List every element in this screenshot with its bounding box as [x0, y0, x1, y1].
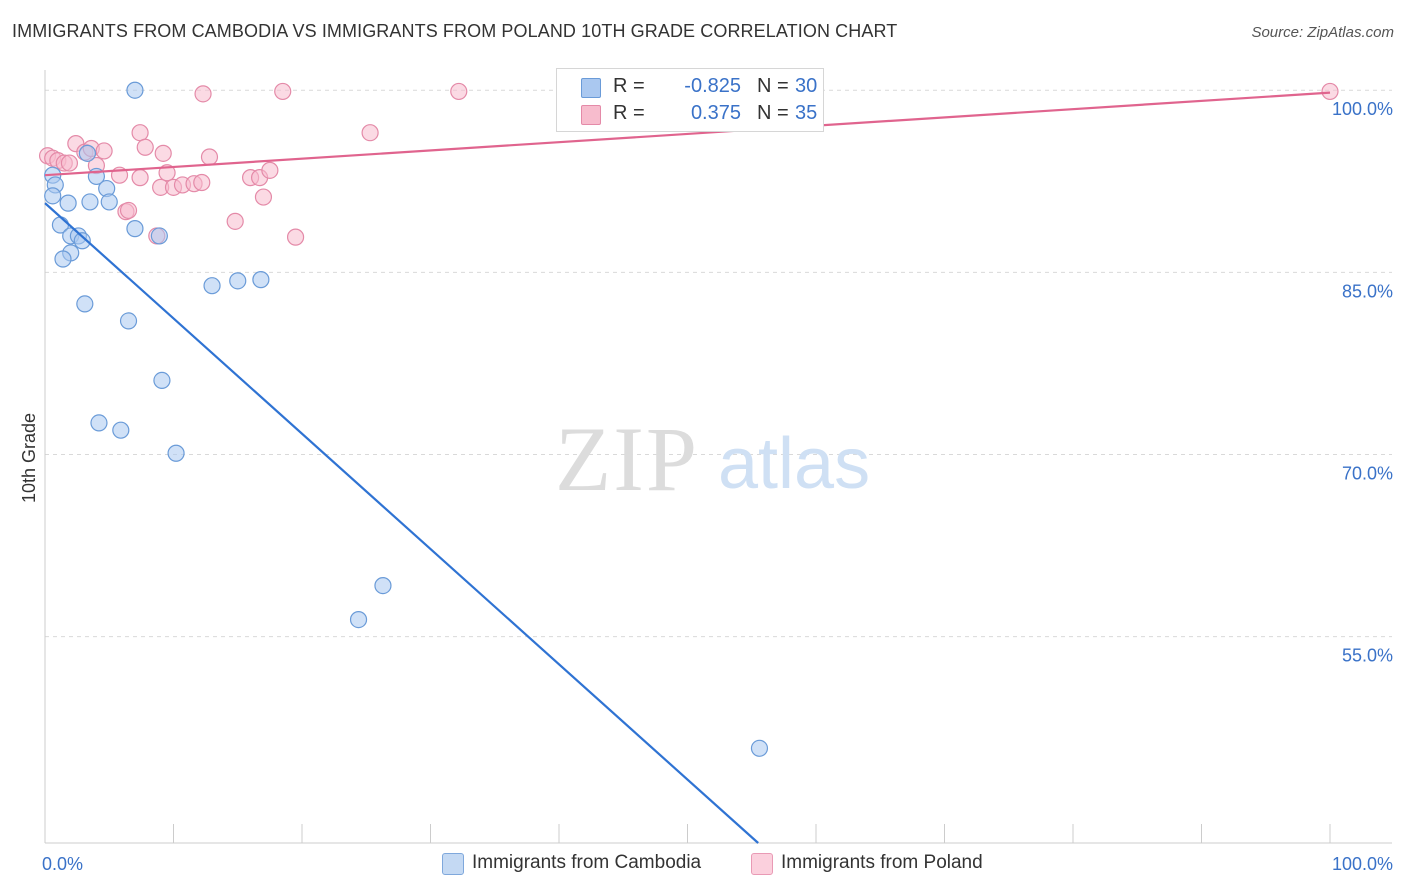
- poland-data-point: [274, 82, 292, 101]
- bottom-cambodia-label: Immigrants from Cambodia: [472, 852, 702, 873]
- cambodia-data-point: [44, 187, 62, 205]
- y-tick-label: 100.0%: [1332, 99, 1393, 119]
- grid-lines: [45, 89, 1392, 638]
- cambodia-data-point: [349, 610, 368, 629]
- poland-data-point: [286, 228, 305, 246]
- poland-data-point: [361, 124, 379, 142]
- poland-data-point: [193, 173, 211, 192]
- cambodia-r-value: -0.825: [684, 75, 741, 97]
- cambodia-data-point: [150, 227, 168, 245]
- cambodia-data-point: [76, 295, 94, 313]
- cambodia-data-point: [100, 193, 118, 211]
- source-credit: Source: ZipAtlas.com: [1251, 24, 1394, 41]
- cambodia-n-value: 30: [795, 75, 818, 97]
- x-tick-label: 100.0%: [1332, 854, 1393, 874]
- cambodia-data-point: [153, 371, 171, 389]
- poland-data-point: [131, 124, 149, 142]
- poland-n-value: 35: [795, 102, 818, 124]
- poland-data-point: [136, 138, 154, 156]
- cambodia-data-point: [252, 271, 270, 289]
- bottom-poland-label: Immigrants from Poland: [781, 852, 983, 873]
- poland-n-label: N =: [757, 102, 789, 124]
- bottom-cambodia-swatch: [442, 853, 464, 875]
- watermark-zip: ZIP: [555, 408, 699, 510]
- bottom-poland-swatch: [751, 853, 773, 875]
- cambodia-data-point: [126, 81, 144, 99]
- poland-r-value: 0.375: [690, 102, 741, 124]
- poland-data-point: [254, 188, 273, 206]
- poland-trend-line: [44, 91, 1331, 177]
- trend-lines: [44, 91, 1331, 844]
- cambodia-data-point: [73, 232, 91, 250]
- cambodia-data-point: [54, 250, 72, 268]
- tick-labels: 55.0% 70.0% 85.0% 100.0% 0.0% 100.0% 10th Grad…: [19, 99, 1393, 874]
- cambodia-data-point: [119, 312, 138, 330]
- cambodia-data-point: [112, 421, 130, 439]
- cambodia-data-point: [167, 444, 185, 462]
- poland-data-point: [450, 82, 468, 101]
- cambodia-data-point: [229, 272, 247, 290]
- poland-data-point: [1321, 82, 1339, 101]
- poland-swatch: [581, 105, 601, 125]
- cambodia-data-point: [78, 144, 97, 162]
- correlation-legend: R = -0.825 N = 30 R = 0.375 N = 35: [556, 68, 824, 132]
- cambodia-data-point: [90, 414, 108, 432]
- cambodia-trend-line: [44, 202, 759, 844]
- cambodia-data-point: [126, 220, 144, 238]
- poland-data-point: [60, 154, 79, 172]
- poland-data-point: [131, 169, 149, 187]
- cambodia-data-point: [374, 576, 392, 595]
- y-tick-label: 85.0%: [1342, 281, 1393, 301]
- watermark: ZIP atlas: [555, 408, 870, 510]
- cambodia-n-label: N =: [757, 75, 789, 97]
- poland-data-point: [261, 161, 279, 179]
- poland-data-point: [95, 142, 113, 160]
- poland-data-point: [154, 144, 172, 162]
- axes: [44, 70, 1392, 844]
- poland-data-point: [119, 201, 138, 220]
- cambodia-data-point: [81, 193, 99, 211]
- cambodia-data-point: [750, 739, 769, 757]
- poland-r-label: R =: [613, 102, 645, 124]
- y-axis-title: 10th Grade: [19, 413, 39, 503]
- y-tick-label: 70.0%: [1342, 463, 1393, 483]
- cambodia-r-label: R =: [613, 75, 645, 97]
- y-tick-label: 55.0%: [1342, 646, 1393, 666]
- poland-data-point: [200, 148, 219, 166]
- watermark-atlas: atlas: [718, 424, 870, 504]
- data-points: [38, 81, 1339, 757]
- cambodia-data-point: [203, 277, 221, 295]
- poland-data-point: [226, 212, 244, 230]
- chart-title: IMMIGRANTS FROM CAMBODIA VS IMMIGRANTS F…: [12, 21, 898, 41]
- poland-data-point: [158, 164, 176, 182]
- cambodia-swatch: [581, 78, 601, 98]
- poland-data-point: [194, 85, 212, 103]
- x-tick-label: 0.0%: [42, 854, 83, 874]
- cambodia-data-point: [59, 194, 77, 212]
